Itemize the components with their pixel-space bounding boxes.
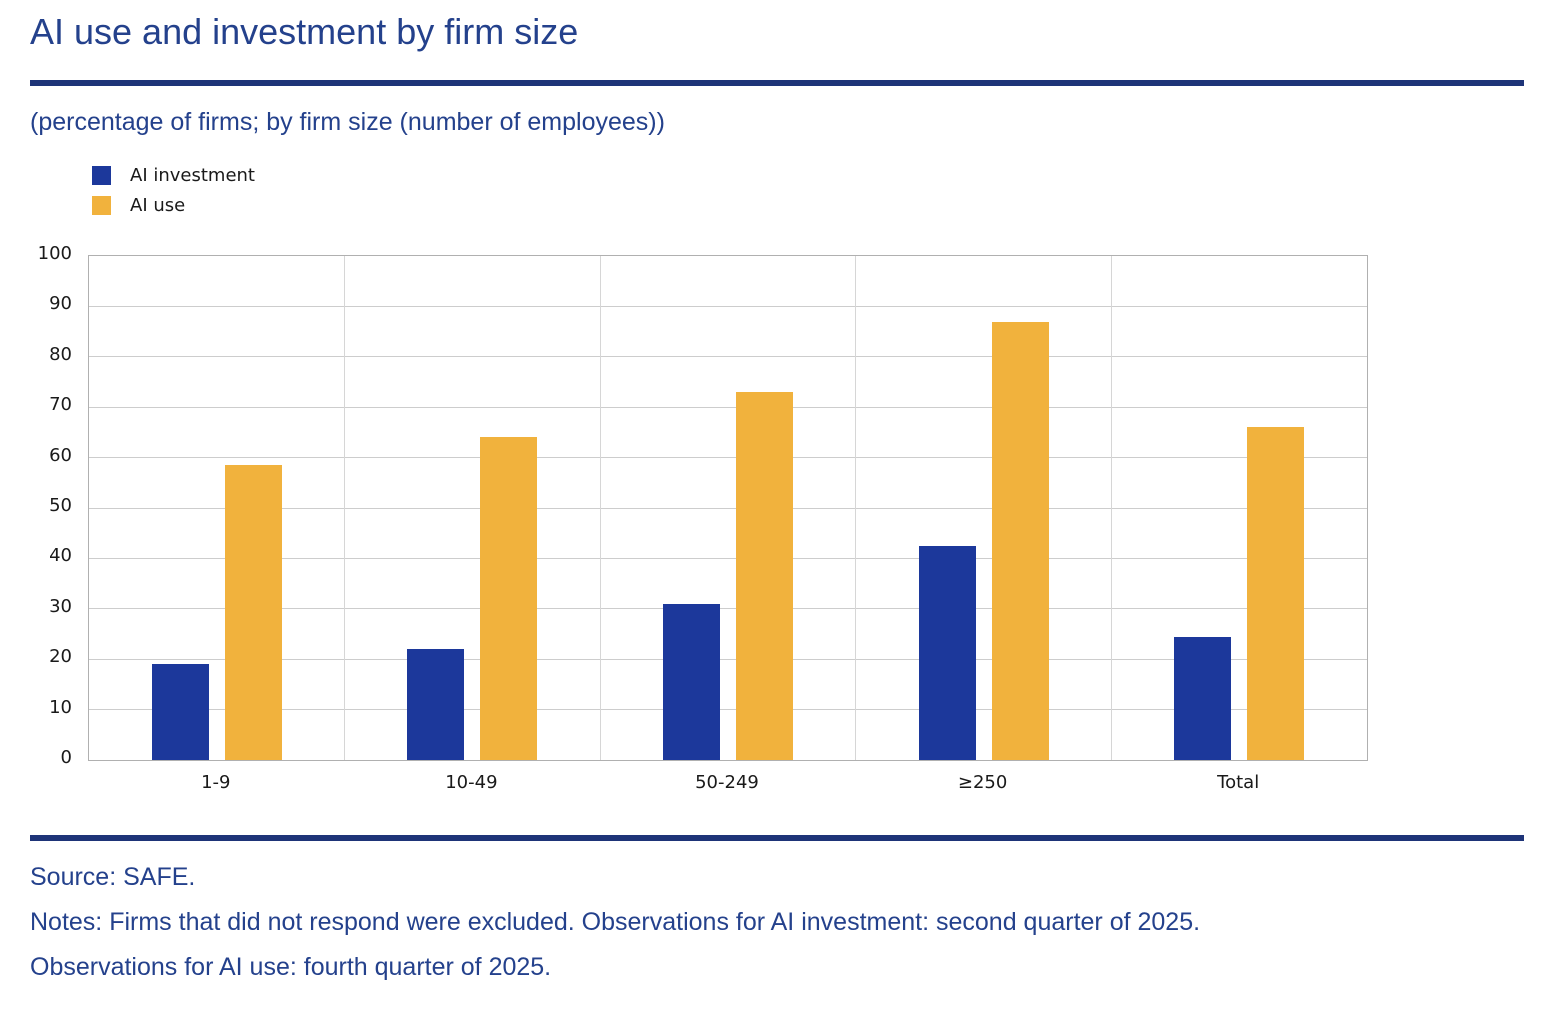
plot-area [88, 255, 1368, 761]
gridline-horizontal [89, 709, 1367, 711]
y-tick-label: 70 [49, 394, 72, 416]
legend: AI investment AI use [92, 166, 255, 226]
legend-item-ai-use: AI use [92, 196, 255, 215]
bar-ai-use [1247, 427, 1305, 760]
y-tick-label: 50 [49, 495, 72, 516]
gridline-vertical [344, 256, 346, 760]
x-tick-label: ≥250 [957, 772, 1008, 793]
gridline-horizontal [89, 457, 1367, 459]
source-text: Source: SAFE. [30, 863, 196, 891]
footer-divider-rule [30, 835, 1524, 841]
legend-swatch-ai-use [92, 196, 111, 215]
y-tick-label: 0 [60, 747, 72, 768]
notes-text-line1: Notes: Firms that did not respond were e… [30, 908, 1201, 936]
x-tick-label: 1-9 [201, 772, 231, 793]
legend-swatch-ai-investment [92, 166, 111, 185]
gridline-horizontal [89, 507, 1367, 509]
gridline-horizontal [89, 406, 1367, 408]
gridline-vertical [599, 256, 601, 760]
gridline-vertical [1110, 256, 1112, 760]
bar-ai-use [736, 392, 793, 760]
bar-ai-investment [407, 649, 465, 760]
bar-ai-investment [151, 664, 209, 760]
gridline-horizontal [89, 557, 1367, 559]
bar-ai-use [991, 322, 1049, 760]
bar-ai-investment [1174, 637, 1232, 760]
gridline-horizontal [89, 658, 1367, 660]
y-tick-label: 30 [49, 595, 72, 617]
x-tick-label: 10-49 [445, 772, 498, 793]
title-divider-rule [30, 80, 1524, 86]
gridline-horizontal [89, 305, 1367, 307]
y-tick-label: 20 [49, 646, 72, 668]
y-tick-label: 40 [49, 545, 72, 567]
gridline-horizontal [89, 608, 1367, 610]
bar-ai-investment [663, 604, 720, 760]
chart-subtitle: (percentage of firms; by firm size (numb… [30, 108, 665, 136]
x-tick-label: Total [1217, 772, 1260, 793]
gridline-vertical [855, 256, 857, 760]
bar-ai-investment [918, 546, 976, 760]
notes-text-line2: Observations for AI use: fourth quarter … [30, 953, 552, 981]
y-tick-label: 10 [49, 696, 72, 718]
y-tick-label: 100 [37, 243, 72, 264]
bar-ai-use [480, 437, 538, 760]
gridline-horizontal [89, 356, 1367, 358]
legend-label-ai-investment: AI investment [130, 165, 255, 186]
y-tick-label: 90 [49, 293, 72, 315]
y-tick-label: 60 [49, 444, 72, 466]
y-tick-label: 80 [49, 343, 72, 365]
legend-item-ai-investment: AI investment [92, 166, 255, 185]
page-title: AI use and investment by firm size [30, 11, 579, 52]
x-tick-label: 50-249 [695, 772, 759, 793]
bar-ai-use [224, 465, 282, 760]
legend-label-ai-use: AI use [130, 195, 186, 216]
